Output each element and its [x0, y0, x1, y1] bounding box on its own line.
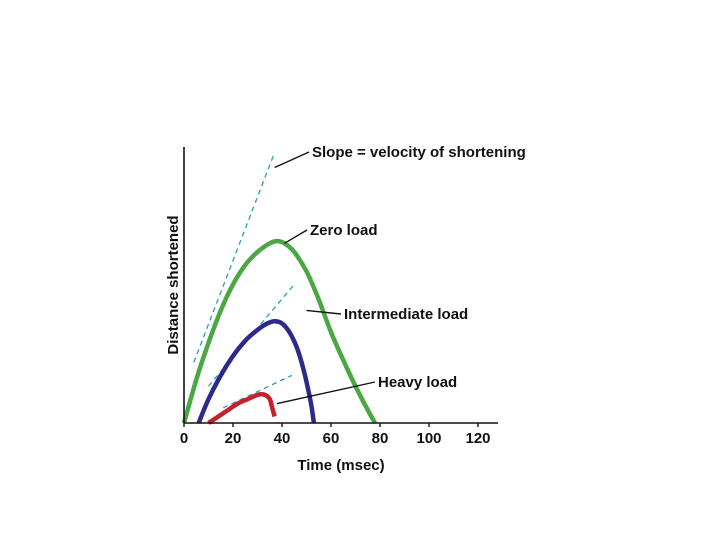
annotation-intermediate-load: Intermediate load — [344, 306, 468, 323]
heavy-load-tangent — [222, 374, 293, 409]
x-ticks: 0 20 40 60 80 100 120 — [180, 423, 491, 447]
series-zero-load — [181, 238, 378, 425]
axes — [183, 147, 498, 424]
x-axis-title: Time (msec) — [297, 457, 384, 474]
x-tick-label-20: 20 — [225, 430, 242, 447]
series-curves — [181, 238, 378, 425]
x-tick-label-100: 100 — [416, 430, 441, 447]
series-heavy-load — [207, 392, 277, 425]
zero-load-tangent — [193, 152, 276, 363]
x-tick-label-0: 0 — [180, 430, 188, 447]
y-axis-title: Distance shortened — [165, 215, 182, 354]
x-tick-label-120: 120 — [465, 430, 490, 447]
tangent-lines — [193, 152, 295, 409]
annotation-zero-load: Zero load — [310, 222, 378, 239]
x-tick-label-80: 80 — [372, 430, 389, 447]
annotation-zero-load-leader — [284, 229, 308, 244]
x-tick-label-40: 40 — [274, 430, 291, 447]
annotation-heavy-load: Heavy load — [378, 374, 457, 391]
annotation-leaders — [274, 151, 376, 405]
annotation-slope-leader — [274, 151, 310, 169]
x-tick-label-60: 60 — [323, 430, 340, 447]
annotation-slope: Slope = velocity of shortening — [312, 144, 526, 161]
series-intermediate-load — [196, 318, 317, 424]
annotations: Slope = velocity of shortening Zero load I… — [310, 144, 526, 391]
annotation-heavy-load-leader — [276, 381, 376, 405]
annotation-intermediate-load-leader — [306, 309, 342, 315]
